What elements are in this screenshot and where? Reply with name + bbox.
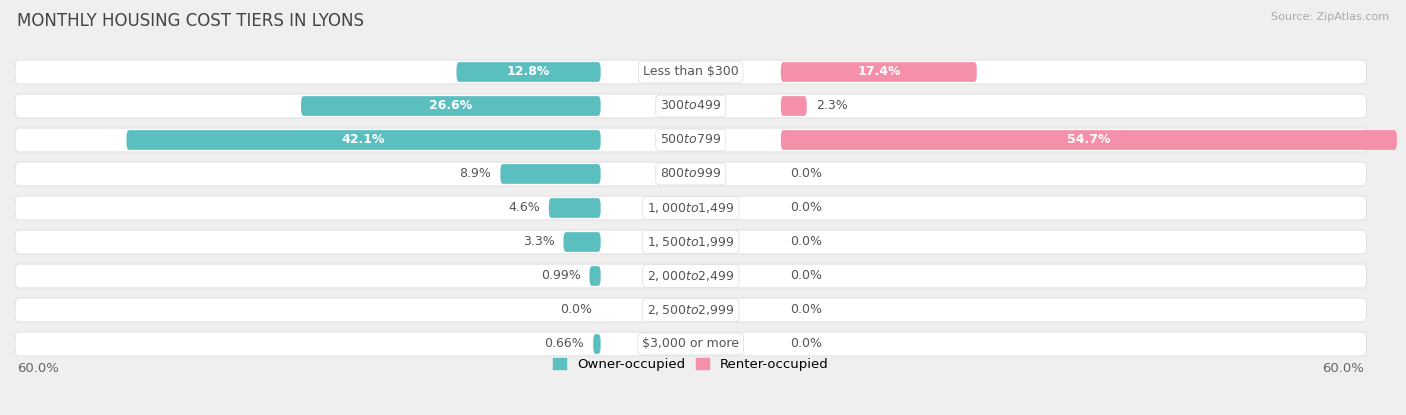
Text: $500 to $799: $500 to $799: [659, 134, 721, 146]
FancyBboxPatch shape: [548, 198, 600, 218]
FancyBboxPatch shape: [780, 96, 807, 116]
FancyBboxPatch shape: [457, 62, 600, 82]
Text: Source: ZipAtlas.com: Source: ZipAtlas.com: [1271, 12, 1389, 22]
Text: 0.0%: 0.0%: [560, 303, 592, 317]
FancyBboxPatch shape: [15, 196, 1367, 220]
Text: 54.7%: 54.7%: [1067, 134, 1111, 146]
FancyBboxPatch shape: [301, 96, 600, 116]
Text: 60.0%: 60.0%: [1323, 362, 1364, 375]
Text: 12.8%: 12.8%: [508, 66, 550, 78]
Text: 60.0%: 60.0%: [17, 362, 59, 375]
Text: 0.0%: 0.0%: [790, 202, 823, 215]
Text: 26.6%: 26.6%: [429, 100, 472, 112]
Text: $1,000 to $1,499: $1,000 to $1,499: [647, 201, 734, 215]
FancyBboxPatch shape: [780, 130, 1398, 150]
Text: 0.66%: 0.66%: [544, 337, 585, 351]
FancyBboxPatch shape: [15, 298, 1367, 322]
FancyBboxPatch shape: [564, 232, 600, 252]
Text: Less than $300: Less than $300: [643, 66, 738, 78]
Text: $300 to $499: $300 to $499: [659, 100, 721, 112]
Text: 0.99%: 0.99%: [541, 269, 581, 283]
FancyBboxPatch shape: [15, 162, 1367, 186]
FancyBboxPatch shape: [780, 62, 977, 82]
Text: 3.3%: 3.3%: [523, 235, 554, 249]
Text: 0.0%: 0.0%: [790, 235, 823, 249]
Text: 17.4%: 17.4%: [858, 66, 901, 78]
Text: MONTHLY HOUSING COST TIERS IN LYONS: MONTHLY HOUSING COST TIERS IN LYONS: [17, 12, 364, 30]
Text: 42.1%: 42.1%: [342, 134, 385, 146]
FancyBboxPatch shape: [15, 94, 1367, 118]
FancyBboxPatch shape: [15, 230, 1367, 254]
FancyBboxPatch shape: [15, 332, 1367, 356]
Text: $3,000 or more: $3,000 or more: [643, 337, 740, 351]
FancyBboxPatch shape: [501, 164, 600, 184]
Text: 2.3%: 2.3%: [815, 100, 848, 112]
Text: $1,500 to $1,999: $1,500 to $1,999: [647, 235, 734, 249]
Text: 0.0%: 0.0%: [790, 303, 823, 317]
FancyBboxPatch shape: [15, 128, 1367, 152]
Text: 8.9%: 8.9%: [460, 168, 492, 181]
FancyBboxPatch shape: [127, 130, 600, 150]
FancyBboxPatch shape: [15, 60, 1367, 84]
Text: 0.0%: 0.0%: [790, 168, 823, 181]
FancyBboxPatch shape: [589, 266, 600, 286]
Text: 4.6%: 4.6%: [508, 202, 540, 215]
FancyBboxPatch shape: [593, 334, 600, 354]
Text: 0.0%: 0.0%: [790, 337, 823, 351]
Text: $800 to $999: $800 to $999: [659, 168, 721, 181]
FancyBboxPatch shape: [15, 264, 1367, 288]
Text: $2,500 to $2,999: $2,500 to $2,999: [647, 303, 734, 317]
Legend: Owner-occupied, Renter-occupied: Owner-occupied, Renter-occupied: [554, 358, 828, 371]
Text: $2,000 to $2,499: $2,000 to $2,499: [647, 269, 734, 283]
Text: 0.0%: 0.0%: [790, 269, 823, 283]
